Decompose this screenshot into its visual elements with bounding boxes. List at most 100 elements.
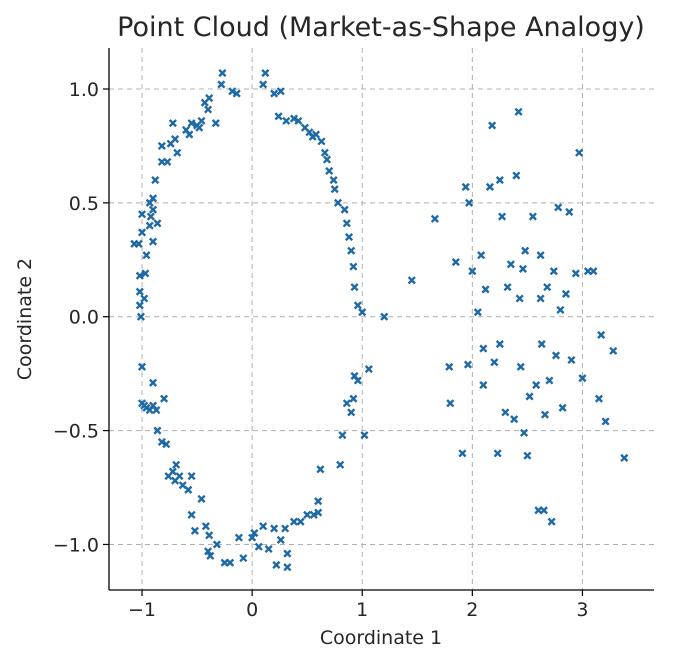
data-point — [187, 472, 196, 481]
y-tick-label: 0.0 — [69, 307, 99, 329]
data-point — [168, 467, 177, 476]
data-point — [171, 135, 180, 144]
data-point — [430, 214, 439, 223]
data-point — [407, 276, 416, 285]
data-point — [148, 237, 158, 246]
data-point — [516, 362, 525, 371]
data-point — [190, 526, 199, 535]
data-point — [445, 362, 454, 371]
data-point — [347, 408, 356, 417]
data-point — [565, 207, 574, 217]
data-point — [281, 524, 290, 533]
data-point — [594, 394, 603, 403]
data-point — [336, 460, 345, 469]
data-point — [204, 547, 213, 556]
data-point — [212, 540, 221, 549]
data-point — [520, 428, 529, 437]
data-point — [157, 141, 166, 150]
data-point — [536, 294, 545, 303]
data-point — [340, 205, 349, 214]
data-point — [350, 283, 359, 292]
data-point — [547, 517, 556, 526]
data-point — [532, 380, 541, 390]
data-point — [250, 529, 259, 538]
data-point — [523, 451, 532, 460]
data-point — [353, 376, 362, 385]
data-point — [148, 378, 158, 387]
x-tick-label: −1 — [128, 599, 156, 621]
data-point — [488, 121, 497, 130]
data-point — [289, 517, 299, 526]
y-tick-label: −1.0 — [53, 534, 99, 556]
data-point — [342, 399, 351, 408]
data-point — [204, 105, 213, 114]
data-point — [163, 157, 172, 166]
data-point — [464, 198, 474, 207]
data-point — [274, 112, 283, 121]
data-point — [234, 533, 243, 542]
x-tick-label: 2 — [466, 599, 478, 621]
data-point — [537, 340, 546, 349]
data-point — [197, 116, 206, 125]
data-point — [364, 365, 373, 374]
data-point — [322, 155, 332, 164]
data-point — [503, 283, 512, 292]
data-point — [479, 344, 488, 353]
data-point — [162, 440, 171, 449]
data-point — [187, 119, 196, 128]
data-point — [289, 114, 299, 123]
data-point — [141, 269, 150, 278]
data-point — [137, 228, 147, 237]
data-point — [309, 510, 318, 519]
data-point — [232, 89, 241, 98]
data-point — [525, 392, 534, 401]
data-point — [561, 289, 570, 298]
data-point — [601, 417, 610, 426]
data-point — [481, 285, 490, 294]
data-point — [264, 544, 273, 554]
data-point — [575, 148, 584, 157]
data-point — [140, 294, 149, 303]
data-point — [490, 358, 499, 367]
data-point — [283, 563, 292, 572]
y-tick-label: 1.0 — [69, 79, 99, 101]
data-point — [151, 176, 160, 185]
data-point — [485, 182, 494, 191]
data-point — [137, 362, 147, 371]
y-ticks: −1.0 −0.5 0.0 0.5 1.0 — [53, 79, 109, 556]
data-point — [135, 271, 144, 280]
data-point — [259, 522, 268, 531]
data-point — [518, 264, 528, 273]
data-point — [303, 510, 312, 519]
data-point — [556, 305, 565, 314]
data-point — [571, 269, 580, 278]
data-point — [184, 485, 193, 494]
data-point — [272, 560, 281, 569]
data-point — [254, 542, 263, 551]
axes — [108, 48, 654, 591]
data-point — [168, 119, 177, 128]
data-point — [521, 246, 530, 255]
data-point — [554, 203, 563, 212]
data-point — [134, 239, 143, 248]
data-point — [294, 116, 303, 125]
data-point — [493, 449, 502, 458]
data-point — [228, 87, 237, 96]
data-point — [276, 87, 285, 96]
data-point — [146, 212, 155, 221]
data-point — [205, 531, 214, 540]
data-point — [558, 403, 567, 412]
data-point — [282, 116, 291, 125]
data-point — [283, 549, 292, 558]
data-point — [358, 308, 367, 317]
data-point — [515, 294, 524, 303]
data-point — [512, 171, 521, 180]
data-point — [157, 437, 166, 447]
data-point — [578, 374, 587, 383]
data-point — [320, 148, 329, 157]
data-point — [528, 212, 537, 221]
data-point — [296, 517, 305, 526]
data-point — [349, 394, 358, 403]
data-point — [347, 246, 356, 255]
